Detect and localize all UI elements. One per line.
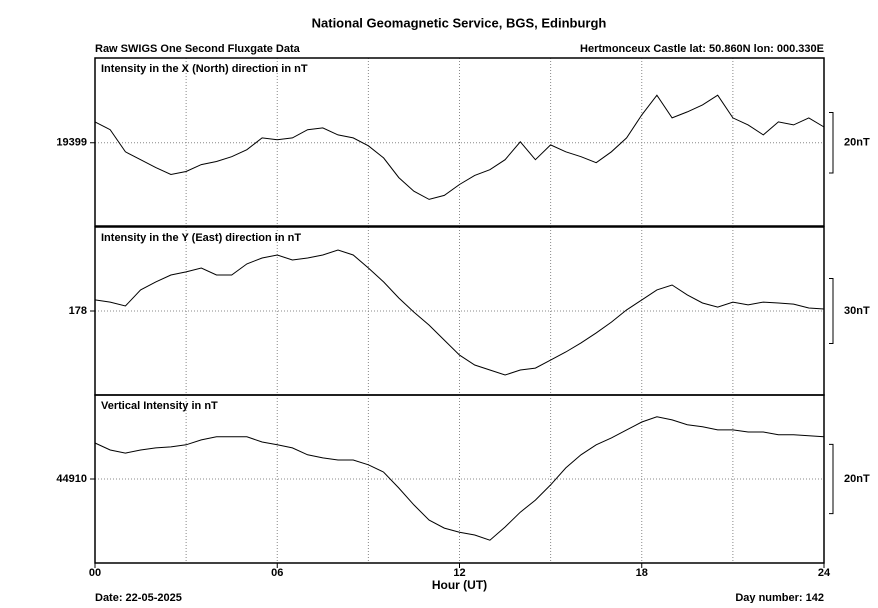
scale-label: 20nT — [844, 473, 870, 485]
scale-bar — [829, 111, 834, 174]
panel-frame — [94, 57, 825, 227]
x-axis-label: Hour (UT) — [432, 578, 487, 592]
x-tick-label: 18 — [636, 567, 648, 579]
subtitle: Raw SWIGS One Second Fluxgate Data — [95, 43, 301, 55]
x-tick-label: 06 — [271, 567, 283, 579]
x-tick-label: 24 — [818, 567, 831, 579]
y-tick-label: 178 — [69, 305, 87, 317]
y-tick-label: 19399 — [56, 137, 87, 149]
data-line — [94, 249, 825, 376]
x-tick-label: 12 — [453, 567, 465, 579]
panel-title: Vertical Intensity in nT — [101, 400, 218, 412]
data-line — [94, 94, 825, 200]
station: Hertmonceux Castle lat: 50.860N lon: 000… — [580, 43, 824, 55]
scale-label: 20nT — [844, 137, 870, 149]
scale-label: 30nT — [844, 305, 870, 317]
chart-title: National Geomagnetic Service, BGS, Edinb… — [312, 15, 607, 30]
scale-bar — [829, 277, 834, 345]
date: Date: 22-05-2025 — [95, 592, 182, 603]
x-tick-label: 00 — [89, 567, 101, 579]
day-number: Day number: 142 — [735, 592, 824, 603]
panel-title: Intensity in the Y (East) direction in n… — [101, 232, 301, 244]
y-tick-label: 44910 — [56, 473, 87, 485]
panel-title: Intensity in the X (North) direction in … — [101, 63, 308, 75]
scale-bar — [829, 443, 834, 515]
data-line — [94, 416, 825, 541]
